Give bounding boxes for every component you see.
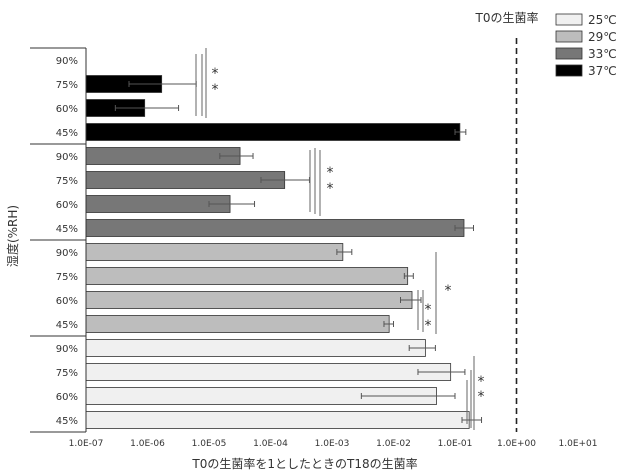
y-tick-label: 90% bbox=[56, 344, 78, 355]
significance-mark: * bbox=[327, 165, 334, 181]
y-tick-label: 60% bbox=[56, 104, 78, 115]
bar bbox=[85, 123, 461, 141]
legend-label: 29℃ bbox=[588, 30, 617, 44]
significance-mark: * bbox=[425, 318, 432, 334]
x-tick-label: 1.0E-05 bbox=[192, 439, 227, 449]
bar bbox=[85, 147, 241, 165]
y-tick-label: 45% bbox=[56, 128, 78, 139]
significance-mark: * bbox=[445, 283, 452, 299]
y-tick-label: 45% bbox=[56, 224, 78, 235]
y-tick-label: 60% bbox=[56, 296, 78, 307]
bar bbox=[85, 363, 452, 381]
x-tick-label: 1.0E-06 bbox=[130, 439, 165, 449]
y-tick-label: 75% bbox=[56, 176, 78, 187]
legend-swatch bbox=[555, 13, 583, 26]
legend-label: 33℃ bbox=[588, 47, 617, 61]
y-tick-label: 45% bbox=[56, 320, 78, 331]
y-tick-label: 90% bbox=[56, 56, 78, 67]
legend-swatch bbox=[555, 64, 583, 77]
bar bbox=[85, 315, 390, 333]
x-tick-label: 1.0E-07 bbox=[69, 439, 104, 449]
legend-label: 25℃ bbox=[588, 13, 617, 27]
x-tick-label: 1.0E-04 bbox=[253, 439, 288, 449]
y-tick-label: 60% bbox=[56, 392, 78, 403]
x-tick-label: 1.0E-03 bbox=[315, 439, 350, 449]
x-tick-label: 1.0E+00 bbox=[497, 439, 536, 449]
legend-swatch bbox=[555, 30, 583, 43]
legend-label: 37℃ bbox=[588, 64, 617, 78]
bar bbox=[85, 219, 465, 237]
significance-mark: * bbox=[425, 302, 432, 318]
y-tick-label: 60% bbox=[56, 200, 78, 211]
significance-mark: * bbox=[212, 82, 219, 98]
significance-mark: * bbox=[327, 181, 334, 197]
significance-mark: * bbox=[212, 66, 219, 82]
y-tick-label: 75% bbox=[56, 80, 78, 91]
reference-line-label: T0の生菌率 bbox=[475, 10, 539, 25]
y-tick-label: 90% bbox=[56, 248, 78, 259]
y-tick-label: 45% bbox=[56, 416, 78, 427]
significance-mark: * bbox=[478, 389, 485, 405]
x-axis-label: T0の生菌率を1としたときのT18の生菌率 bbox=[191, 456, 417, 471]
bar bbox=[85, 171, 286, 189]
x-tick-label: 1.0E-01 bbox=[438, 439, 473, 449]
y-tick-label: 90% bbox=[56, 152, 78, 163]
y-tick-label: 75% bbox=[56, 272, 78, 283]
significance-mark: * bbox=[478, 374, 485, 390]
x-tick-label: 1.0E+01 bbox=[559, 439, 598, 449]
legend: 25℃ 29℃ 33℃ 37℃ bbox=[555, 13, 617, 78]
x-tick-label: 1.0E-02 bbox=[376, 439, 411, 449]
legend-swatch bbox=[555, 47, 583, 60]
y-axis-label: 湿度(%RH) bbox=[5, 205, 20, 267]
bar bbox=[85, 195, 231, 213]
bar bbox=[85, 339, 426, 357]
bar bbox=[85, 243, 344, 261]
bar bbox=[85, 267, 409, 285]
bar bbox=[85, 411, 470, 429]
y-tick-label: 75% bbox=[56, 368, 78, 379]
bar bbox=[85, 291, 413, 309]
